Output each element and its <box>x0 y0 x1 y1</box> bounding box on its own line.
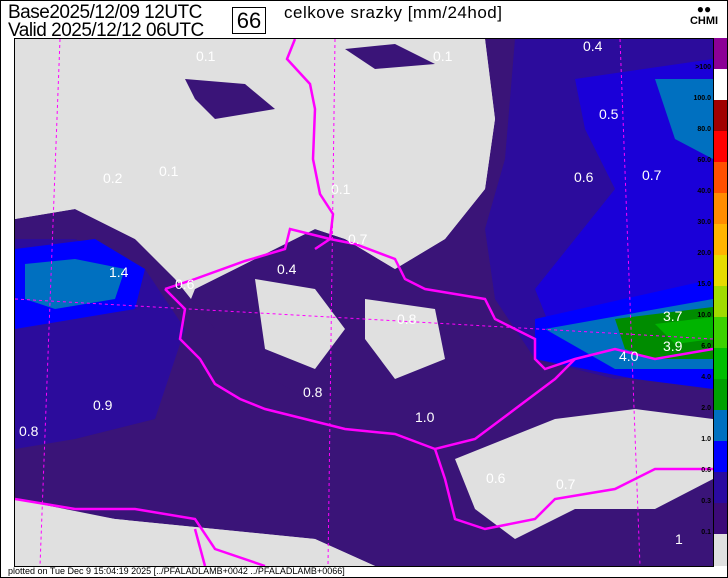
dry-area-central <box>255 279 345 369</box>
precip-area-north-blob <box>185 79 275 119</box>
legend-label: 100.0 <box>693 95 711 102</box>
legend-color-swatch <box>714 286 727 318</box>
legend-label: 60.0 <box>697 157 711 164</box>
value-label: 0.5 <box>599 106 619 122</box>
legend-label: 20.0 <box>697 250 711 257</box>
value-label: 0.7 <box>556 476 576 492</box>
value-label: 1 <box>675 531 683 547</box>
value-label: 0.9 <box>93 397 113 413</box>
base-time-line: Base2025/12/09 12UTC <box>8 3 202 22</box>
dry-area-central-east <box>365 299 445 379</box>
value-label: 0.1 <box>433 48 453 64</box>
value-label: 4.0 <box>619 348 639 364</box>
legend-label: 2.0 <box>701 405 711 412</box>
legend-color-swatch <box>714 224 727 256</box>
value-label: 3.7 <box>663 308 683 324</box>
value-label: 3.9 <box>663 338 683 354</box>
value-label: 1.4 <box>109 264 129 280</box>
valid-label: Valid <box>8 20 47 41</box>
dry-area-north <box>15 39 495 289</box>
precipitation-field <box>15 39 713 566</box>
value-label: 0.6 <box>574 169 594 185</box>
precip-area-east-steel <box>655 79 713 159</box>
legend-color-swatch <box>714 69 727 101</box>
chmi-logo: ●● CHMI <box>686 3 722 27</box>
precip-area-north-blob2 <box>345 44 435 69</box>
value-label: 0.4 <box>583 38 603 54</box>
value-label: 0.8 <box>397 311 417 327</box>
legend-color-swatch <box>714 193 727 225</box>
value-label: 0.6 <box>175 276 195 292</box>
legend-label: >100 <box>695 64 711 71</box>
footer-plot-info: plotted on Tue Dec 9 15:04:19 2025 [../P… <box>8 566 345 576</box>
dry-area-south-east <box>455 409 713 539</box>
value-label: 0.7 <box>348 231 368 247</box>
value-label: 0.2 <box>103 170 123 186</box>
legend-label: 0.1 <box>701 529 711 536</box>
legend-color-swatch <box>714 255 727 287</box>
value-label: 0.8 <box>19 423 39 439</box>
value-label: 0.4 <box>277 261 297 277</box>
precipitation-map: 0.1 0.1 0.4 0.2 0.1 0.1 0.5 0.6 0.7 0.7 … <box>14 38 714 567</box>
color-legend: >100 100.0 80.0 60.0 40.0 30.0 20.0 15.0 10.0 6.0… <box>693 38 727 566</box>
base-time: 2025/12/09 12UTC <box>49 2 202 23</box>
value-label: 1.0 <box>415 409 435 425</box>
logo-text: CHMI <box>689 15 719 27</box>
legend-label: 4.0 <box>701 374 711 381</box>
valid-time: 2025/12/12 06UTC <box>51 20 204 41</box>
precip-area-west-steel <box>25 259 125 309</box>
legend-label: 40.0 <box>697 188 711 195</box>
legend-label: 0.6 <box>701 467 711 474</box>
legend-color-swatch <box>714 348 727 380</box>
base-label: Base <box>8 2 50 23</box>
value-label: 0.6 <box>486 470 506 486</box>
legend-color-swatch <box>714 379 727 411</box>
legend-color-swatch <box>714 410 727 442</box>
value-label: 0.8 <box>303 384 323 400</box>
precip-area-band-lightgreen <box>655 317 713 344</box>
legend-label: 80.0 <box>697 126 711 133</box>
precip-area-east-blue <box>535 59 713 339</box>
legend-color-swatch <box>714 472 727 504</box>
country-borders <box>15 39 713 566</box>
forecast-hour-box: 66 <box>232 7 266 34</box>
logo-symbol-icon: ●● <box>696 2 712 16</box>
legend-color-swatch <box>714 38 727 70</box>
legend-label: 6.0 <box>701 343 711 350</box>
legend-color-swatch <box>714 100 727 132</box>
legend-color-swatch <box>714 441 727 473</box>
value-label: 0.1 <box>331 181 351 197</box>
legend-label: 30.0 <box>697 219 711 226</box>
valid-time-line: Valid 2025/12/12 06UTC <box>8 21 204 40</box>
value-label: 0.1 <box>196 48 216 64</box>
legend-color-swatch <box>714 317 727 349</box>
legend-color-swatch <box>714 534 727 566</box>
legend-label: 0.3 <box>701 498 711 505</box>
legend-label: 1.0 <box>701 436 711 443</box>
legend-color-swatch <box>714 162 727 194</box>
legend-label: 10.0 <box>697 312 711 319</box>
map-title: celkove srazky [mm/24hod] <box>284 3 503 22</box>
value-label: 0.7 <box>642 167 662 183</box>
legend-color-swatch <box>714 503 727 535</box>
legend-label: 15.0 <box>697 281 711 288</box>
value-label: 0.1 <box>159 163 179 179</box>
legend-color-swatch <box>714 131 727 163</box>
